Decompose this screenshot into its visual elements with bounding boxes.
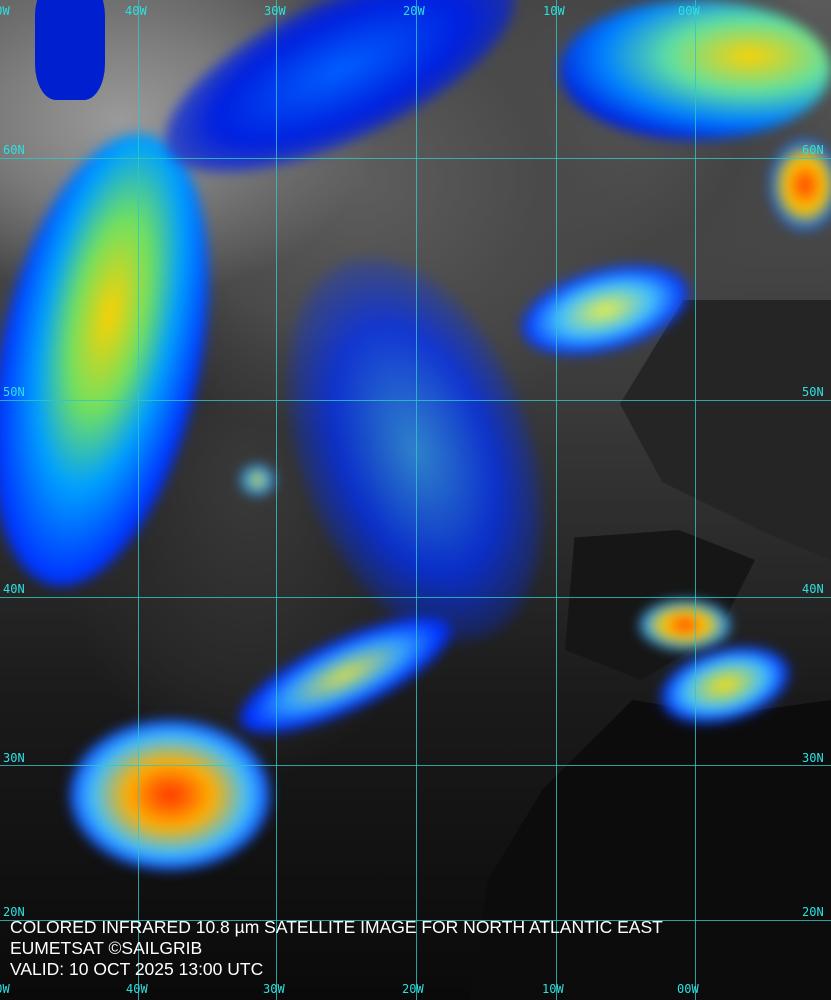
lon-label-bottom: 50W (0, 982, 10, 996)
parallel-20n (0, 920, 831, 921)
caption-valid-time: VALID: 10 OCT 2025 13:00 UTC (10, 959, 264, 979)
lat-label-right: 20N (802, 905, 824, 919)
cloud-band-west (0, 114, 246, 606)
lat-label-left: 30N (3, 751, 25, 765)
cloud-front-central (238, 222, 592, 678)
meridian-10w (556, 0, 557, 1000)
parallel-60n (0, 158, 831, 159)
lon-label-top: 30W (264, 4, 286, 18)
lat-label-left: 20N (3, 905, 25, 919)
caption-title: COLORED INFRARED 10.8 µm SATELLITE IMAGE… (10, 917, 663, 937)
lon-label-top: 50W (0, 4, 10, 18)
cloud-spain (640, 600, 730, 650)
lat-label-left: 60N (3, 143, 25, 157)
meridian-20w (416, 0, 417, 1000)
parallel-30n (0, 765, 831, 766)
cloud-south-convection (70, 720, 270, 870)
lon-label-bottom: 30W (263, 982, 285, 996)
cyclone-eye (240, 465, 275, 495)
lat-label-right: 30N (802, 751, 824, 765)
cloud-band-north (138, 0, 542, 214)
meridian-40w (138, 0, 139, 1000)
lon-label-bottom: 40W (126, 982, 148, 996)
lon-label-top: 40W (125, 4, 147, 18)
meridian-00w (695, 0, 696, 1000)
lat-label-left: 40N (3, 582, 25, 596)
lon-label-top: 00W (678, 4, 700, 18)
parallel-50n (0, 400, 831, 401)
lat-label-right: 40N (802, 582, 824, 596)
lon-label-top: 20W (403, 4, 425, 18)
parallel-40n (0, 597, 831, 598)
meridian-30w (276, 0, 277, 1000)
image-caption: COLORED INFRARED 10.8 µm SATELLITE IMAGE… (10, 917, 663, 980)
caption-source: EUMETSAT ©SAILGRIB (10, 938, 203, 958)
cloud-subtropical-band (225, 594, 465, 756)
europe-landmass (620, 300, 831, 560)
lat-label-right: 50N (802, 385, 824, 399)
greenland-ice (35, 0, 105, 100)
lon-label-bottom: 20W (402, 982, 424, 996)
lat-label-right: 60N (802, 143, 824, 157)
cloud-norway (770, 140, 831, 230)
lon-label-bottom: 00W (677, 982, 699, 996)
lon-label-top: 10W (543, 4, 565, 18)
lon-label-bottom: 10W (542, 982, 564, 996)
lat-label-left: 50N (3, 385, 25, 399)
